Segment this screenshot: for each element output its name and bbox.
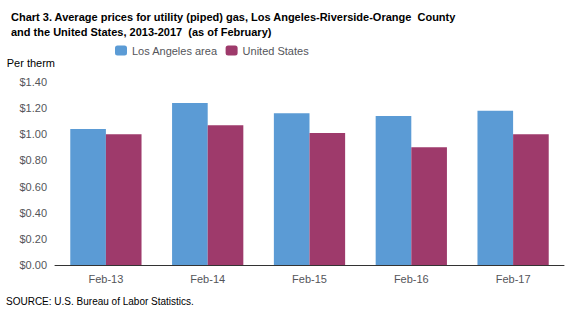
svg-text:$0.20: $0.20 [19, 233, 47, 245]
svg-text:Feb-16: Feb-16 [394, 273, 429, 285]
svg-text:$0.80: $0.80 [19, 154, 47, 166]
svg-text:United States: United States [243, 45, 310, 57]
svg-text:$0.60: $0.60 [19, 181, 47, 193]
svg-text:Feb-14: Feb-14 [190, 273, 225, 285]
svg-text:Per therm: Per therm [7, 57, 55, 69]
svg-text:$0.40: $0.40 [19, 207, 47, 219]
svg-text:$1.00: $1.00 [19, 128, 47, 140]
svg-text:Feb-13: Feb-13 [88, 273, 123, 285]
svg-text:Feb-15: Feb-15 [292, 273, 327, 285]
svg-text:SOURCE: U.S. Bureau of Labor S: SOURCE: U.S. Bureau of Labor Statistics. [6, 296, 194, 307]
svg-text:$0.00: $0.00 [19, 259, 47, 271]
svg-text:Chart 3. Average prices for ut: Chart 3. Average prices for utility (pip… [11, 11, 456, 23]
svg-text:Los Angeles area: Los Angeles area [132, 45, 218, 57]
svg-text:$1.20: $1.20 [19, 102, 47, 114]
svg-text:and the United States, 2013-20: and the United States, 2013-2017 (as of … [11, 26, 272, 38]
svg-text:Feb-17: Feb-17 [496, 273, 531, 285]
svg-text:$1.40: $1.40 [19, 76, 47, 88]
